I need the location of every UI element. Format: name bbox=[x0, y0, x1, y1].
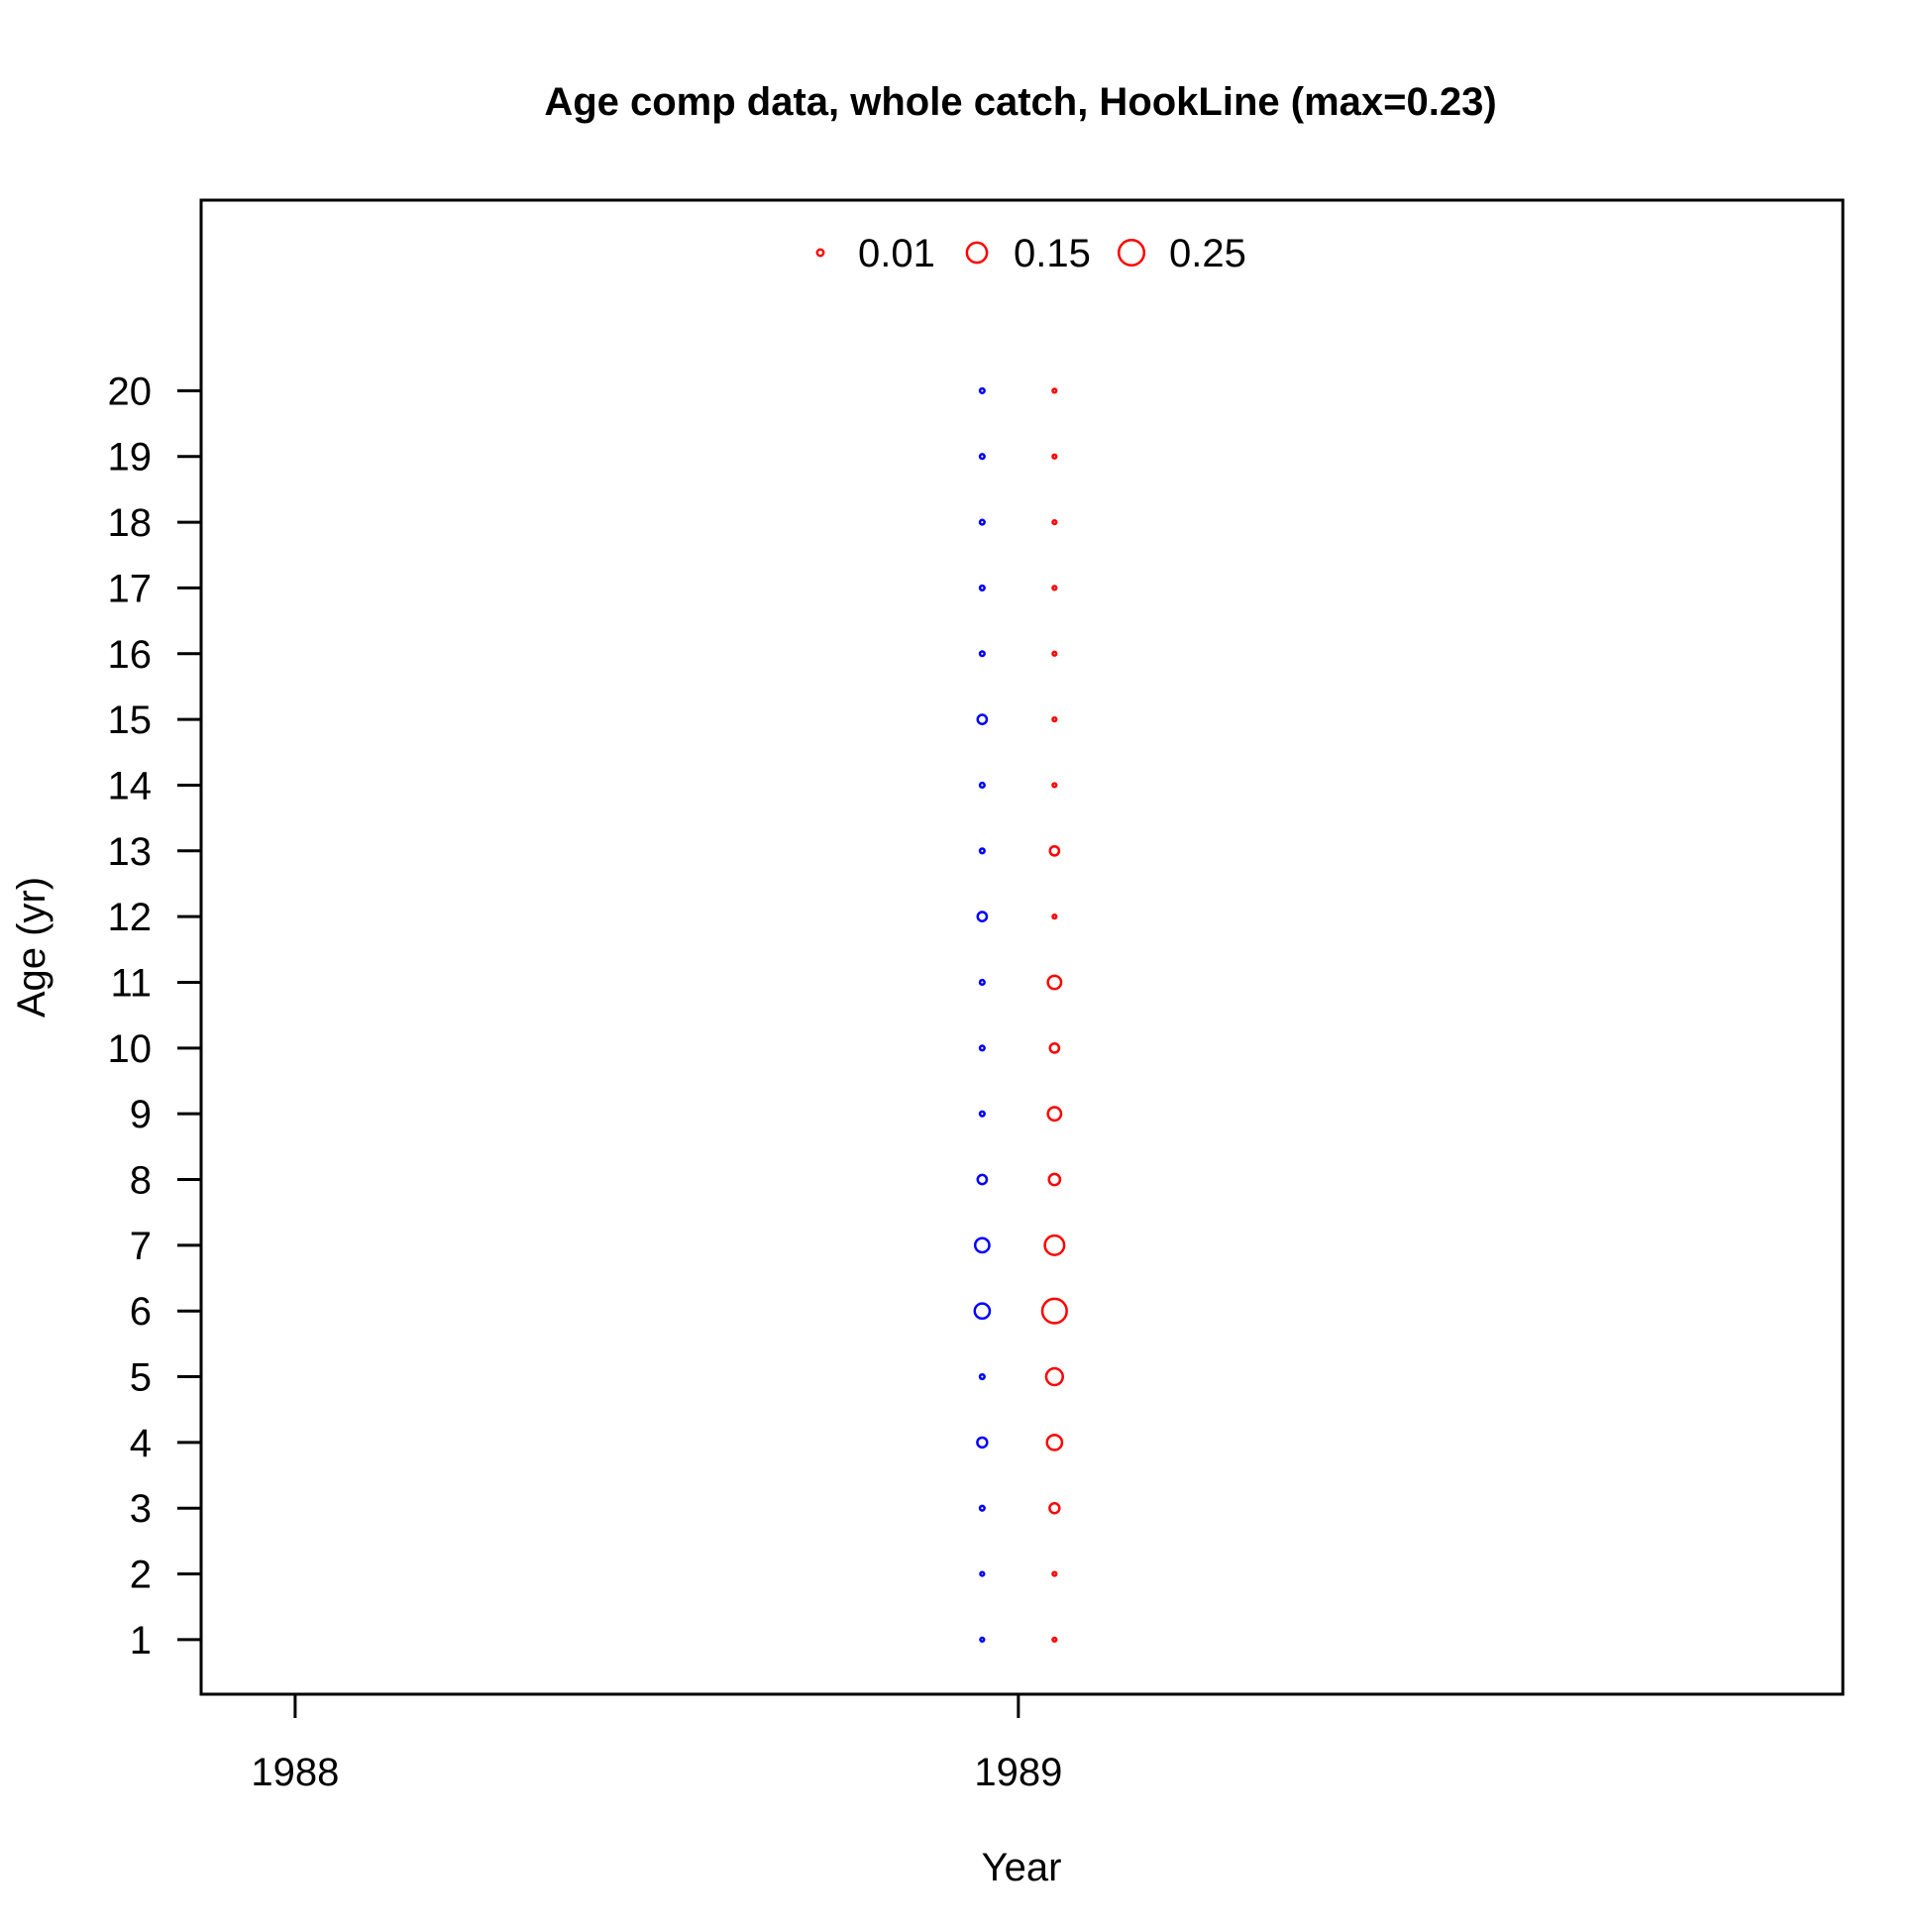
y-tick-label: 14 bbox=[108, 764, 153, 807]
bubble-point bbox=[1048, 1502, 1061, 1515]
legend-marker bbox=[1117, 238, 1146, 268]
bubble-point bbox=[978, 1110, 986, 1118]
x-axis: 1988 1989 bbox=[251, 1694, 1062, 1794]
bubble-point bbox=[978, 584, 986, 591]
y-tick-label: 11 bbox=[110, 961, 152, 1005]
y-axis-label: Age (yr) bbox=[10, 877, 54, 1018]
bubble-point bbox=[979, 1570, 986, 1577]
y-tick-label: 15 bbox=[108, 698, 153, 742]
y-tick-label: 19 bbox=[108, 436, 153, 480]
bubble-point bbox=[979, 1636, 986, 1644]
y-tick-label: 2 bbox=[130, 1554, 152, 1597]
y-tick-label: 18 bbox=[108, 501, 153, 545]
plot-frame bbox=[199, 198, 1845, 1696]
legend: 0.01 0.15 0.25 bbox=[815, 232, 1246, 275]
y-tick-label: 1 bbox=[130, 1619, 152, 1663]
bubble-point bbox=[1044, 1366, 1064, 1387]
bubble-point bbox=[978, 453, 986, 461]
x-tick-label: 1989 bbox=[974, 1751, 1062, 1794]
y-tick-label: 9 bbox=[130, 1093, 152, 1136]
bubble-point bbox=[1051, 387, 1058, 394]
bubble-point bbox=[973, 1236, 991, 1254]
bubble-point bbox=[978, 978, 986, 987]
legend-marker bbox=[965, 241, 989, 265]
bubble-point bbox=[978, 650, 986, 658]
legend-label: 0.15 bbox=[1014, 232, 1091, 275]
bubble-point bbox=[978, 518, 986, 526]
bubble-point bbox=[1046, 1106, 1063, 1123]
bubble-point bbox=[978, 1372, 986, 1381]
y-tick-label: 4 bbox=[130, 1422, 152, 1465]
bubble-point bbox=[978, 781, 986, 790]
y-tick-label: 7 bbox=[130, 1225, 152, 1268]
legend-label: 0.01 bbox=[858, 232, 935, 275]
bubble-point bbox=[976, 713, 989, 725]
y-tick-label: 16 bbox=[108, 633, 153, 677]
bubble-point bbox=[976, 1436, 989, 1449]
y-tick-label: 17 bbox=[108, 567, 153, 610]
bubble-point bbox=[1043, 1234, 1066, 1256]
bubble-point bbox=[1051, 913, 1058, 920]
bubble-point bbox=[1051, 518, 1058, 526]
x-axis-label: Year bbox=[982, 1846, 1062, 1889]
y-tick-label: 6 bbox=[130, 1290, 152, 1334]
bubble-point bbox=[1051, 1636, 1058, 1644]
x-tick-label: 1988 bbox=[251, 1751, 339, 1794]
y-tick-label: 3 bbox=[130, 1487, 152, 1531]
y-tick-label: 20 bbox=[108, 370, 153, 413]
bubble-point bbox=[978, 847, 986, 855]
bubble-point bbox=[1047, 1172, 1062, 1187]
bubble-point bbox=[978, 1044, 986, 1052]
bubble-point bbox=[1051, 1570, 1058, 1577]
bubble-point bbox=[1051, 650, 1058, 657]
bubble-point bbox=[1048, 1041, 1061, 1054]
y-tick-label: 5 bbox=[130, 1356, 152, 1400]
y-tick-label: 10 bbox=[108, 1027, 153, 1071]
bubble-point bbox=[976, 1173, 989, 1186]
bubble-point bbox=[976, 911, 989, 922]
bubble-point bbox=[1051, 585, 1058, 591]
bubble-point bbox=[1051, 715, 1058, 723]
bubble-point bbox=[1048, 844, 1061, 857]
legend-marker bbox=[815, 248, 825, 258]
y-tick-label: 12 bbox=[108, 896, 153, 939]
chart-title: Age comp data, whole catch, HookLine (ma… bbox=[544, 80, 1496, 124]
bubble-point bbox=[1046, 974, 1063, 991]
bubble-point bbox=[1045, 1434, 1064, 1451]
bubble-point bbox=[978, 386, 986, 394]
legend-label: 0.25 bbox=[1169, 232, 1246, 275]
bubble-point bbox=[973, 1302, 992, 1321]
y-tick-label: 8 bbox=[130, 1159, 152, 1203]
bubble-point bbox=[978, 1504, 986, 1512]
bubble-point bbox=[1051, 782, 1058, 789]
y-tick-label: 13 bbox=[108, 830, 153, 874]
bubble-point bbox=[1051, 453, 1058, 460]
bubble-marks bbox=[973, 386, 1068, 1644]
bubble-point bbox=[1040, 1297, 1068, 1325]
